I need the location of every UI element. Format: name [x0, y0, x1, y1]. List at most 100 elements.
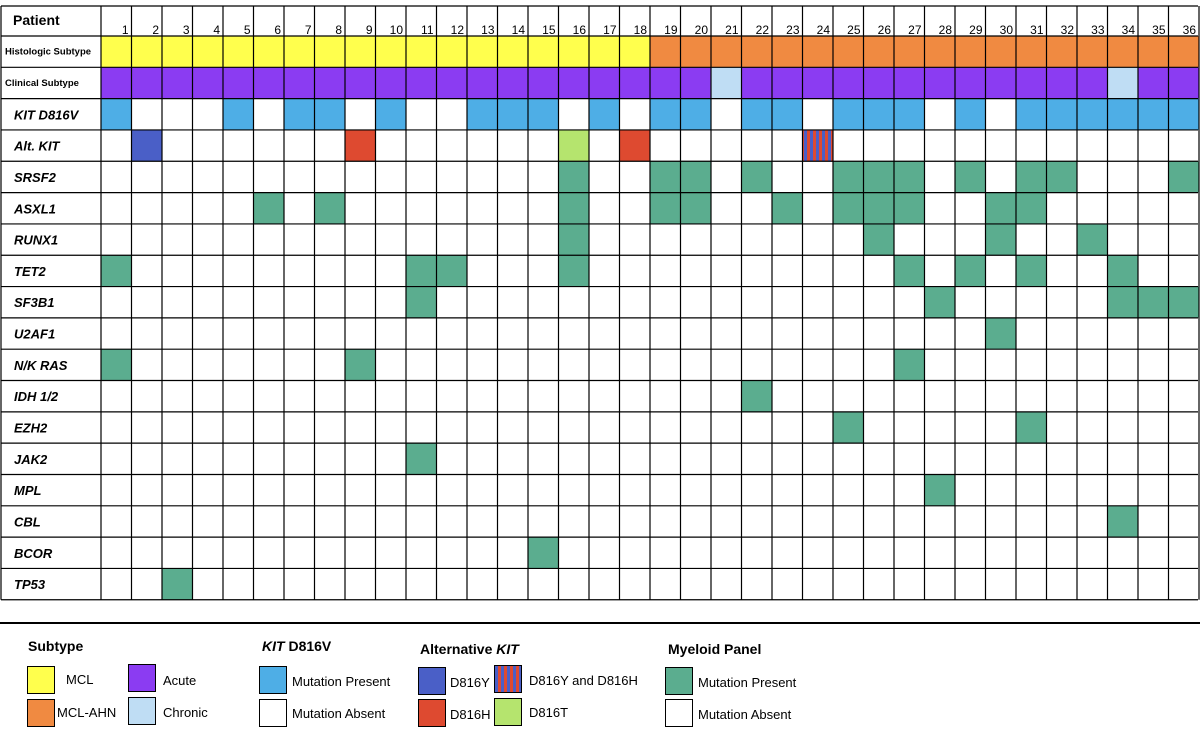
cell-histologic-subtype-26: [863, 36, 894, 68]
cell-jak2-26: [863, 443, 894, 475]
cell-runx1-9: [345, 223, 376, 256]
cell-mpl-22: [741, 474, 772, 506]
cell-srsf2-24: [802, 161, 833, 193]
cell-idh-1-2-22: [741, 380, 772, 412]
cell-n-k-ras-9: [345, 349, 376, 381]
legend-acute-label: Acute: [163, 673, 197, 688]
cell-tet2-3: [162, 255, 193, 287]
cell-asxl1-29: [955, 192, 986, 224]
cell-ezh2-28: [924, 411, 955, 444]
cell-tp53-9: [345, 568, 376, 600]
cell-idh-1-2-21: [711, 380, 742, 412]
patient-number-22: 22: [756, 23, 770, 37]
cell-tp53-10: [375, 568, 406, 600]
cell-tp53-13: [467, 568, 498, 600]
cell-sf3b1-12: [436, 286, 467, 318]
patient-number-4: 4: [213, 23, 220, 37]
cell-ezh2-3: [162, 411, 193, 444]
cell-u2af1-8: [314, 317, 345, 350]
legend-myeloid-present-swatch: [665, 667, 693, 695]
cell-mpl-23: [772, 474, 803, 506]
cell-tp53-30: [985, 568, 1016, 600]
cell-cbl-3: [162, 505, 193, 538]
cell-u2af1-29: [955, 317, 986, 350]
cell-tet2-22: [741, 255, 772, 287]
cell-runx1-18: [619, 223, 650, 256]
cell-bcor-23: [772, 537, 803, 569]
cell-mpl-33: [1077, 474, 1108, 506]
cell-asxl1-3: [162, 192, 193, 224]
patient-number-24: 24: [817, 23, 831, 37]
cell-clinical-subtype-35: [1138, 67, 1169, 99]
patient-number-15: 15: [542, 23, 556, 37]
cell-n-k-ras-35: [1138, 349, 1169, 381]
cell-n-k-ras-2: [131, 349, 162, 381]
cell-tp53-8: [314, 568, 345, 600]
cell-srsf2-36: [1168, 161, 1199, 193]
cell-bcor-19: [650, 537, 681, 569]
cell-alt-kit-25: [833, 129, 864, 162]
patient-number-36: 36: [1183, 23, 1197, 37]
cell-clinical-subtype-27: [894, 67, 925, 99]
cell-n-k-ras-36: [1168, 349, 1199, 381]
cell-cbl-26: [863, 505, 894, 538]
cell-ezh2-23: [772, 411, 803, 444]
cell-kit-d816v-23: [772, 98, 803, 130]
cell-ezh2-5: [223, 411, 254, 444]
cell-cbl-32: [1046, 505, 1077, 538]
cell-histologic-subtype-4: [192, 36, 223, 68]
cell-tp53-17: [589, 568, 620, 600]
header-patient-label: Patient: [13, 12, 60, 28]
cell-srsf2-31: [1016, 161, 1047, 193]
cell-srsf2-20: [680, 161, 711, 193]
row-label-runx1: RUNX1: [14, 233, 58, 248]
cell-mpl-16: [558, 474, 589, 506]
cell-tet2-16: [558, 255, 589, 287]
row-bcor: BCOR: [14, 537, 1199, 569]
cell-bcor-25: [833, 537, 864, 569]
cell-u2af1-36: [1168, 317, 1199, 350]
cell-histologic-subtype-35: [1138, 36, 1169, 68]
cell-alt-kit-19: [650, 129, 681, 162]
cell-srsf2-15: [528, 161, 559, 193]
cell-alt-kit-16: [558, 129, 589, 162]
cell-tet2-13: [467, 255, 498, 287]
cell-u2af1-35: [1138, 317, 1169, 350]
cell-cbl-24: [802, 505, 833, 538]
cell-mpl-31: [1016, 474, 1047, 506]
cell-bcor-26: [863, 537, 894, 569]
cell-cbl-27: [894, 505, 925, 538]
cell-n-k-ras-3: [162, 349, 193, 381]
cell-bcor-1: [101, 537, 132, 569]
cell-histologic-subtype-21: [711, 36, 742, 68]
cell-mpl-15: [528, 474, 559, 506]
cell-srsf2-35: [1138, 161, 1169, 193]
cell-asxl1-5: [223, 192, 254, 224]
cell-n-k-ras-30: [985, 349, 1016, 381]
cell-clinical-subtype-1: [101, 67, 132, 99]
cell-srsf2-25: [833, 161, 864, 193]
cell-bcor-34: [1107, 537, 1138, 569]
cell-u2af1-14: [497, 317, 528, 350]
row-label-cbl: CBL: [14, 514, 41, 529]
cell-mpl-25: [833, 474, 864, 506]
cell-cbl-23: [772, 505, 803, 538]
cell-n-k-ras-6: [253, 349, 284, 381]
grid-lines: [0, 5, 1200, 601]
cell-u2af1-25: [833, 317, 864, 350]
cell-histologic-subtype-11: [406, 36, 437, 68]
cell-tet2-35: [1138, 255, 1169, 287]
cell-bcor-29: [955, 537, 986, 569]
cell-ezh2-29: [955, 411, 986, 444]
cell-idh-1-2-7: [284, 380, 315, 412]
cell-runx1-15: [528, 223, 559, 256]
cell-ezh2-31: [1016, 411, 1047, 444]
cell-kit-d816v-9: [345, 98, 376, 130]
cell-n-k-ras-4: [192, 349, 223, 381]
cell-clinical-subtype-16: [558, 67, 589, 99]
cell-clinical-subtype-22: [741, 67, 772, 99]
cell-jak2-5: [223, 443, 254, 475]
cell-clinical-subtype-4: [192, 67, 223, 99]
legend-mcl-ahn-swatch: [27, 699, 55, 727]
cell-mpl-18: [619, 474, 650, 506]
